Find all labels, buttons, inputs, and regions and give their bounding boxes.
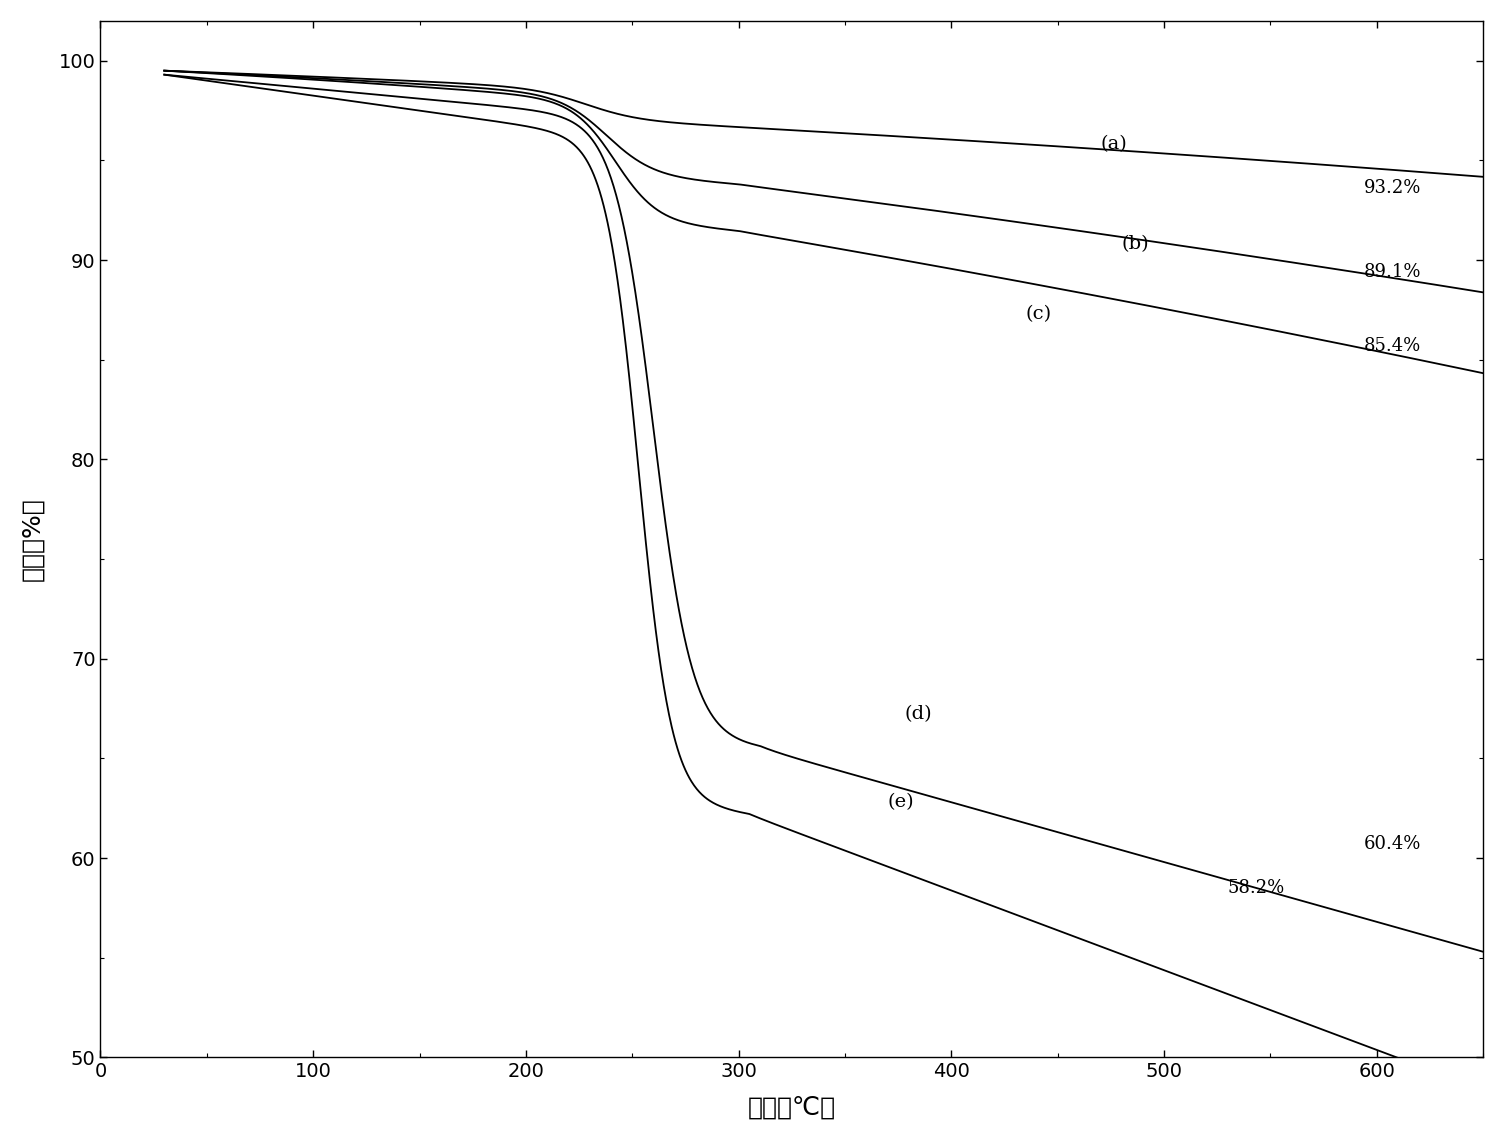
X-axis label: 温度（℃）: 温度（℃）: [747, 1096, 836, 1119]
Text: (b): (b): [1122, 235, 1149, 253]
Text: (e): (e): [887, 793, 914, 812]
Text: 89.1%: 89.1%: [1364, 263, 1421, 280]
Text: (a): (a): [1101, 136, 1126, 154]
Y-axis label: 失重（%）: 失重（%）: [21, 497, 45, 581]
Text: 85.4%: 85.4%: [1364, 336, 1421, 355]
Text: 60.4%: 60.4%: [1364, 836, 1421, 853]
Text: 93.2%: 93.2%: [1364, 179, 1421, 197]
Text: 58.2%: 58.2%: [1227, 879, 1284, 897]
Text: (c): (c): [1026, 304, 1051, 323]
Text: (d): (d): [904, 706, 932, 724]
